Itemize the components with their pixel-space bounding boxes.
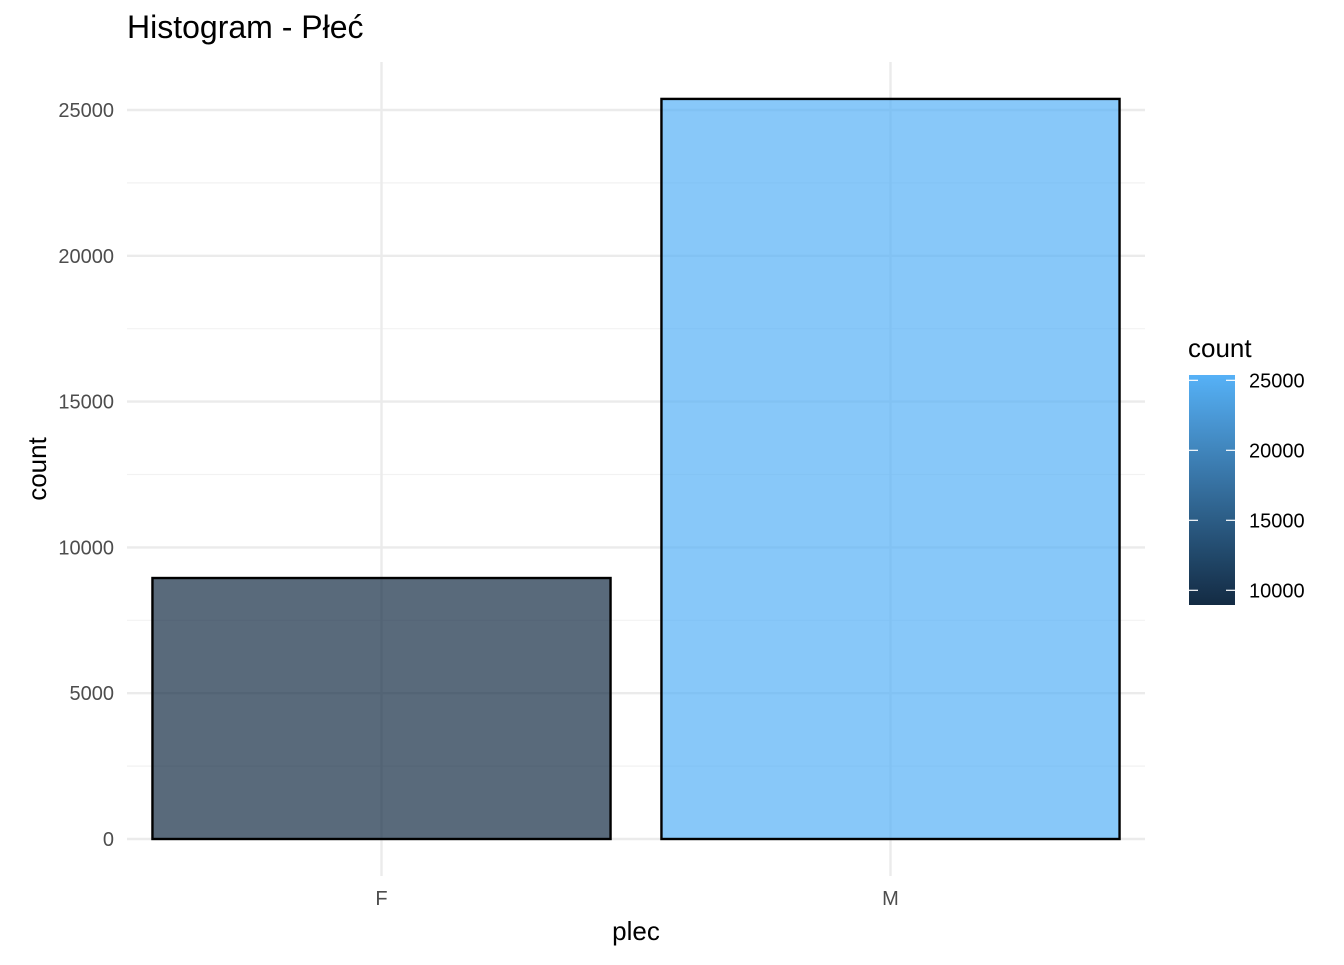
y-tick-label: 10000 [58, 537, 114, 559]
chart-title: Histogram - Płeć [127, 9, 364, 45]
legend-tick-label: 10000 [1249, 580, 1305, 602]
y-axis-title: count [22, 436, 52, 500]
x-tick-label: F [375, 888, 387, 910]
y-tick-label: 25000 [58, 100, 114, 122]
legend-title: count [1188, 333, 1252, 363]
y-tick-label: 20000 [58, 246, 114, 268]
bars [151, 97, 1121, 841]
legend-tick-label: 20000 [1249, 440, 1305, 462]
y-tick-label: 5000 [70, 683, 115, 705]
x-tick-label: M [882, 888, 899, 910]
bar-F [151, 576, 612, 841]
legend-tick-label: 15000 [1249, 510, 1305, 532]
y-tick-label: 0 [103, 829, 114, 851]
legend-colorbar [1189, 375, 1235, 605]
legend-tick-label: 25000 [1249, 370, 1305, 392]
bar-M [660, 97, 1121, 841]
legend: count 10000 15000 20000 25000 [1188, 333, 1305, 605]
axes: 0 5000 10000 15000 20000 25000 F M [58, 100, 898, 910]
y-tick-label: 15000 [58, 392, 114, 414]
x-axis-title: plec [612, 916, 660, 946]
